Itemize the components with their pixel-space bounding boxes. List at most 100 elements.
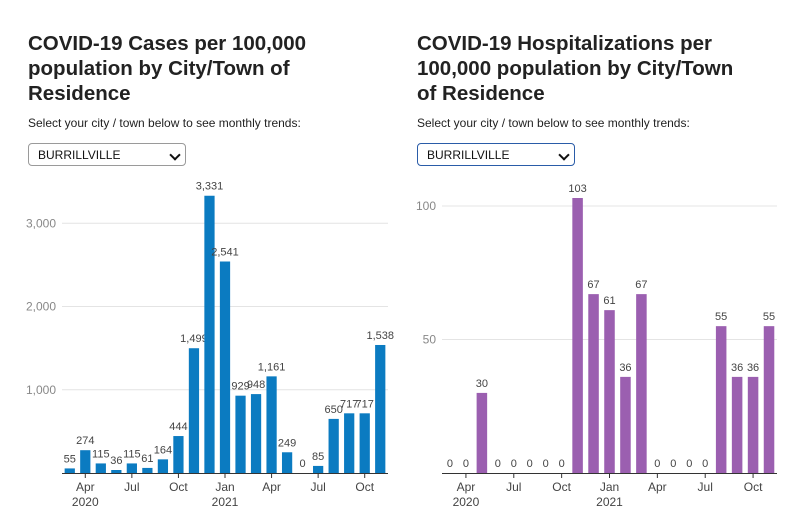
hospitalizations-panel: COVID-19 Hospitalizations per 100,000 po… [417, 0, 787, 524]
cases-bar [95, 463, 106, 473]
cases-bar [64, 468, 75, 473]
hospitalizations-data-label: 55 [715, 311, 727, 323]
cases-x-tick-year: 2020 [72, 495, 99, 509]
hospitalizations-bar [588, 294, 599, 473]
cases-data-label: 444 [169, 421, 187, 433]
cases-data-label: 0 [300, 458, 306, 470]
cases-data-label: 55 [64, 453, 76, 465]
hospitalizations-data-label: 0 [670, 458, 676, 470]
cases-bar [375, 344, 386, 473]
cases-bar [126, 463, 137, 473]
hospitalizations-bar [636, 294, 647, 473]
cases-data-label: 650 [324, 404, 342, 416]
hospitalizations-bar [476, 392, 488, 473]
cases-panel: COVID-19 Cases per 100,000 population by… [28, 0, 398, 524]
hospitalizations-bar [715, 326, 727, 473]
cases-data-label: 929 [231, 381, 249, 393]
cases-bar [250, 394, 262, 473]
hospitalizations-bar [731, 376, 743, 473]
cases-data-label: 274 [76, 435, 94, 447]
hospitalizations-data-label: 0 [559, 458, 565, 470]
cases-bar [313, 465, 324, 473]
cases-bar [80, 450, 91, 473]
hospitalizations-x-tick-label: Apr [457, 480, 476, 494]
hospitalizations-data-label: 0 [511, 458, 517, 470]
hospitalizations-data-label: 36 [731, 362, 743, 374]
cases-data-label: 36 [110, 455, 122, 467]
hospitalizations-data-label: 0 [702, 458, 708, 470]
cases-data-label: 1,499 [180, 333, 208, 345]
cases-y-tick-label: 3,000 [26, 216, 56, 230]
cases-data-label: 61 [141, 453, 153, 465]
hospitalizations-x-tick-year: 2020 [453, 495, 480, 509]
cases-data-label: 85 [312, 451, 324, 463]
hospitalizations-data-label: 0 [654, 458, 660, 470]
cases-city-select[interactable]: BURRILLVILLE [28, 143, 186, 166]
cases-data-label: 249 [278, 437, 296, 449]
hospitalizations-city-select[interactable]: BURRILLVILLE [417, 143, 575, 166]
cases-x-tick-label: Oct [355, 480, 374, 494]
hospitalizations-data-label: 55 [763, 311, 775, 323]
hospitalizations-data-label: 0 [463, 458, 469, 470]
hospitalizations-data-label: 61 [603, 295, 615, 307]
cases-x-tick-label: Jul [124, 480, 139, 494]
cases-data-label: 3,331 [196, 181, 224, 193]
cases-data-label: 717 [340, 398, 358, 410]
hospitalizations-data-label: 36 [747, 362, 759, 374]
cases-x-tick-label: Apr [76, 480, 95, 494]
cases-data-label: 948 [247, 379, 265, 391]
cases-data-label: 1,161 [258, 361, 286, 373]
hospitalizations-x-tick-year: 2021 [596, 495, 623, 509]
hospitalizations-data-label: 0 [447, 458, 453, 470]
hospitalizations-data-label: 0 [543, 458, 549, 470]
cases-x-tick-label: Apr [262, 480, 281, 494]
hospitalizations-bar [572, 198, 583, 473]
cases-bar [266, 376, 277, 473]
cases-bar [188, 348, 200, 473]
hospitalizations-y-tick-label: 50 [423, 333, 437, 347]
hospitalizations-data-label: 0 [527, 458, 533, 470]
cases-bar [281, 452, 293, 473]
cases-data-label: 115 [92, 448, 110, 460]
hospitalizations-bar [620, 376, 631, 473]
cases-data-label: 115 [123, 448, 141, 460]
cases-bar [219, 261, 231, 473]
cases-bar [359, 413, 370, 473]
hospitalizations-x-tick-label: Oct [552, 480, 571, 494]
hospitalizations-bar [604, 310, 615, 473]
cases-bar [142, 467, 153, 473]
hospitalizations-data-label: 0 [686, 458, 692, 470]
hospitalizations-bar [763, 326, 775, 473]
hospitalizations-bar [747, 376, 759, 473]
hospitalizations-y-tick-label: 100 [416, 199, 436, 213]
cases-y-tick-label: 1,000 [26, 383, 56, 397]
cases-bar [173, 436, 184, 473]
hospitalizations-x-tick-label: Oct [744, 480, 763, 494]
hospitalizations-chart-title: COVID-19 Hospitalizations per 100,000 po… [417, 32, 734, 105]
cases-bar [235, 395, 246, 473]
hospitalizations-data-label: 103 [568, 183, 586, 195]
cases-bar [328, 418, 339, 473]
hospitalizations-x-tick-label: Jul [506, 480, 521, 494]
cases-x-tick-year: 2021 [212, 495, 239, 509]
cases-x-tick-label: Jan [215, 480, 234, 494]
cases-bar [157, 459, 169, 473]
cases-data-label: 1,538 [366, 330, 394, 342]
hospitalizations-data-label: 67 [587, 279, 599, 291]
cases-bar [344, 413, 355, 473]
hospitalizations-data-label: 36 [619, 362, 631, 374]
cases-bar [111, 470, 122, 473]
hospitalizations-x-tick-label: Jul [698, 480, 713, 494]
cases-x-tick-label: Oct [169, 480, 188, 494]
cases-data-label: 2,541 [211, 246, 239, 258]
cases-x-tick-label: Jul [310, 480, 325, 494]
hospitalizations-x-tick-label: Jan [600, 480, 619, 494]
hospitalizations-data-label: 0 [495, 458, 501, 470]
hospitalizations-x-tick-label: Apr [648, 480, 667, 494]
cases-city-select-value: BURRILLVILLE [38, 148, 121, 162]
hospitalizations-data-label: 67 [635, 279, 647, 291]
hospitalizations-data-label: 30 [476, 378, 488, 390]
cases-data-label: 717 [356, 398, 374, 410]
